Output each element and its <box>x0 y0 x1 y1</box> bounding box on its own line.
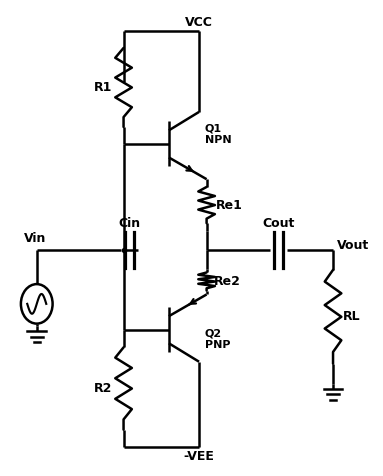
Text: VCC: VCC <box>185 16 213 29</box>
Text: Vin: Vin <box>23 231 46 245</box>
Text: R1: R1 <box>94 81 112 94</box>
Text: Q1
NPN: Q1 NPN <box>205 124 231 145</box>
Text: Q2
PNP: Q2 PNP <box>205 328 230 350</box>
Text: R2: R2 <box>94 382 112 395</box>
Text: Re2: Re2 <box>214 275 241 288</box>
Text: RL: RL <box>342 310 360 323</box>
Text: Cout: Cout <box>262 217 295 230</box>
Text: Re1: Re1 <box>216 198 243 211</box>
Text: Cin: Cin <box>118 217 140 230</box>
Text: -VEE: -VEE <box>183 450 214 463</box>
Text: Vout: Vout <box>337 238 369 251</box>
